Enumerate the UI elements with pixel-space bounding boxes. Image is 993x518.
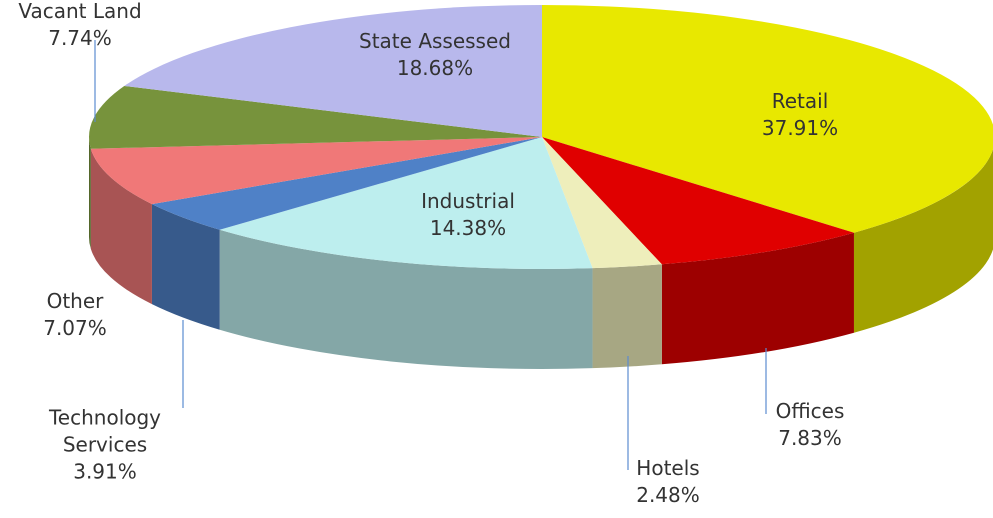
value-label: 37.91% xyxy=(761,116,839,140)
category-label: Hotels xyxy=(636,456,700,480)
slice-label: Industrial 14.38% xyxy=(421,188,515,242)
category-label: State Assessed xyxy=(359,29,511,53)
category-label: Vacant Land xyxy=(18,0,142,23)
value-label: 14.38% xyxy=(429,216,507,240)
pie-slice-side xyxy=(592,264,662,369)
category-label: Technology Services xyxy=(48,405,162,457)
pie-tops xyxy=(89,5,993,270)
value-label: 7.07% xyxy=(43,316,107,340)
category-label: Other xyxy=(46,289,104,313)
pie-slice xyxy=(542,5,993,233)
leader-lines xyxy=(94,40,767,470)
slice-label: Offices 7.83% xyxy=(776,398,845,452)
pie-slice-side xyxy=(90,148,152,305)
slice-label: Retail 37.91% xyxy=(762,88,838,142)
category-label: Offices xyxy=(775,399,845,423)
value-label: 3.91% xyxy=(73,459,137,484)
pie-slice xyxy=(219,137,593,270)
slice-label: Vacant Land 7.74% xyxy=(18,0,141,52)
category-label: Industrial xyxy=(421,189,515,213)
value-label: 7.74% xyxy=(48,26,112,50)
pie-slice-side xyxy=(151,204,220,330)
slice-label: Technology Services 3.91% xyxy=(30,405,180,486)
pie-slice xyxy=(542,137,854,265)
slice-label: State Assessed 18.68% xyxy=(359,28,511,82)
pie-slice-side xyxy=(89,137,91,249)
pie-slice xyxy=(151,137,542,230)
pie-slice-side xyxy=(219,229,593,370)
pie-sides xyxy=(89,137,993,370)
pie-slice-side xyxy=(661,232,854,365)
category-label: Retail xyxy=(771,89,829,113)
value-label: 7.83% xyxy=(778,426,842,450)
pie-slice-side xyxy=(853,149,993,333)
slice-label: Other 7.07% xyxy=(43,288,107,342)
value-label: 2.48% xyxy=(636,483,700,507)
slice-label: Hotels 2.48% xyxy=(636,455,700,509)
value-label: 18.68% xyxy=(396,56,474,80)
pie-slice xyxy=(542,137,662,269)
pie-slice xyxy=(89,85,542,149)
pie-slice xyxy=(90,137,542,205)
pie-slice xyxy=(124,5,542,137)
